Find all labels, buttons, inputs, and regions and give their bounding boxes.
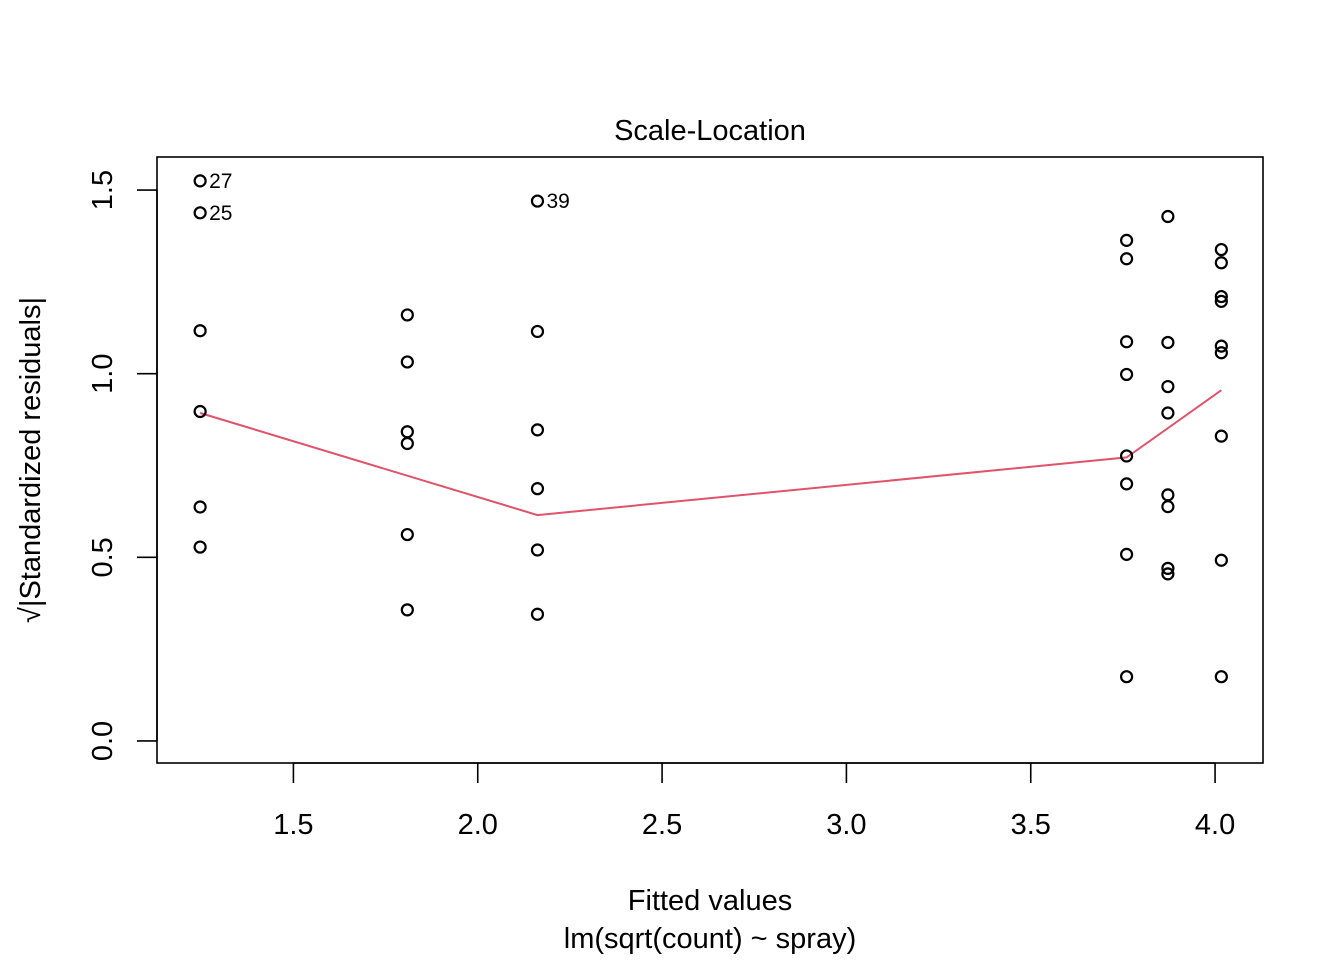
data-point: [400, 436, 414, 451]
data-point: [1214, 242, 1228, 257]
x-tick-label: 3.5: [1011, 809, 1051, 841]
y-tick-label: 0.0: [87, 721, 119, 761]
y-tick-label: 1.0: [87, 354, 119, 394]
data-point: [530, 607, 545, 621]
data-point: [1119, 477, 1134, 491]
x-tick-label: 2.5: [642, 809, 682, 841]
data-point: [1214, 294, 1228, 308]
data-point: [530, 482, 545, 496]
data-point: [1214, 346, 1228, 360]
data-point: [400, 603, 414, 617]
data-point: [1161, 379, 1175, 394]
data-point: [1214, 553, 1228, 567]
y-tick-label: 1.5: [87, 170, 119, 210]
data-point: [1214, 256, 1228, 270]
x-axis-sublabel: lm(sqrt(count) ~ spray): [564, 923, 856, 955]
point-label: 27: [209, 170, 232, 193]
data-point: [1161, 335, 1175, 350]
data-point: [193, 500, 207, 514]
y-tick-label: 0.5: [87, 537, 119, 577]
points-layer: 27 25 39: [193, 170, 1228, 684]
data-point: [193, 174, 207, 188]
data-point: [193, 540, 207, 554]
data-point: [1161, 488, 1175, 502]
svg-text:√|Standardized residuals|: √|Standardized residuals|: [15, 297, 47, 623]
x-tick-label: 1.5: [273, 809, 313, 841]
data-point: [1161, 406, 1175, 420]
data-point: [1214, 339, 1228, 353]
data-point: [400, 527, 414, 542]
x-tick-label: 2.0: [458, 809, 498, 841]
data-point: [1119, 449, 1134, 463]
data-point: [530, 194, 545, 208]
data-point: [193, 404, 207, 419]
x-axis-label: Fitted values: [628, 885, 792, 917]
data-point: [1119, 670, 1134, 684]
x-tick-label: 4.0: [1195, 809, 1235, 841]
x-axis: 1.5 2.0 2.5 3.0 3.5 4.0: [273, 762, 1235, 841]
data-point: [1161, 567, 1175, 581]
data-point: [1161, 209, 1175, 224]
data-point: [1214, 670, 1228, 684]
y-axis-label-group: √|Standardized residuals|: [15, 297, 47, 623]
data-point: [1119, 233, 1134, 247]
y-axis: 0.0 0.5 1.0 1.5: [87, 170, 158, 761]
data-point: [1214, 289, 1228, 304]
point-label: 39: [546, 190, 569, 213]
point-label: 25: [209, 202, 232, 225]
smooth-line-layer: [199, 389, 1222, 517]
smooth-line: [199, 389, 1222, 517]
data-point: [400, 355, 414, 369]
data-point: [1119, 252, 1134, 266]
y-axis-label: |Standardized residuals|: [15, 297, 47, 607]
data-point: [530, 324, 545, 339]
data-point: [1161, 500, 1175, 514]
chart-title: Scale-Location: [614, 115, 806, 147]
data-point: [530, 543, 545, 557]
x-tick-label: 3.0: [826, 809, 866, 841]
data-point: [1161, 561, 1175, 575]
data-point: [1119, 335, 1134, 349]
data-point: [193, 324, 207, 338]
y-axis-label-radical: √: [15, 607, 47, 623]
data-point: [193, 206, 207, 220]
data-point: [400, 425, 414, 439]
data-point: [1119, 367, 1134, 382]
data-point: [400, 308, 414, 322]
data-point: [1214, 429, 1228, 443]
data-point: [530, 423, 545, 437]
data-point: [1119, 547, 1134, 561]
